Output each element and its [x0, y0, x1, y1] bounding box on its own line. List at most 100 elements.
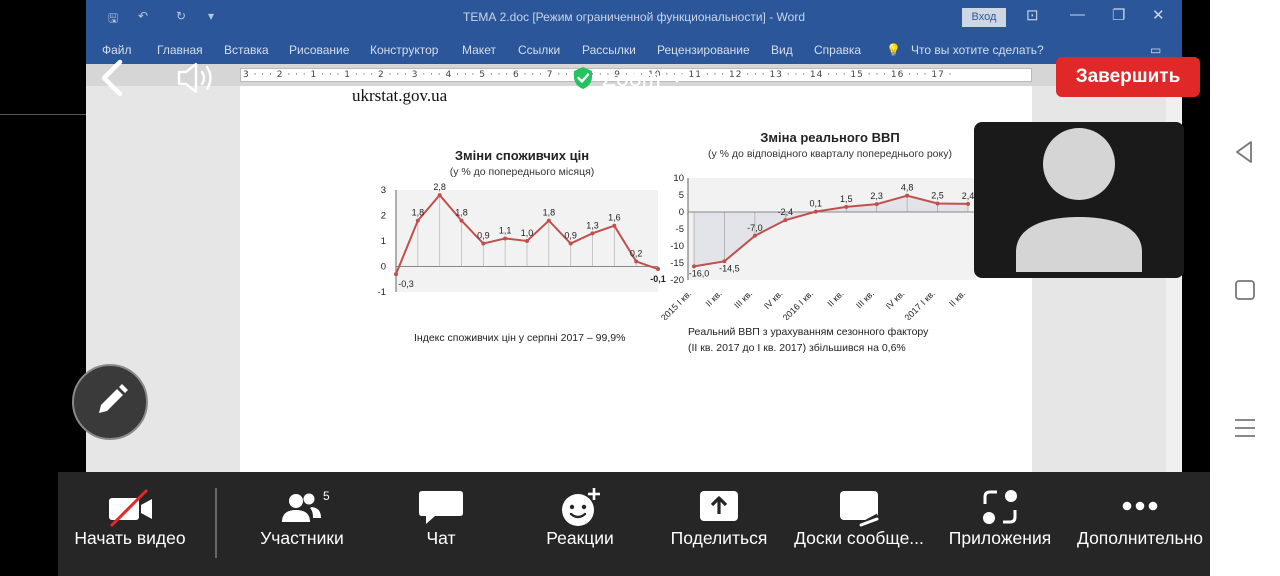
chat-label: Чат [426, 528, 456, 548]
cpi-note: Індекс споживчих цін у серпні 2017 – 99,… [414, 332, 626, 344]
cpi-data-label: 2,8 [433, 182, 446, 192]
gdp-data-label: -16,0 [689, 268, 710, 278]
gdp-x-tick-label: II кв. [947, 288, 967, 308]
meeting-title-menu[interactable]: Zoom [572, 60, 685, 96]
participants-button[interactable]: 5 Участники [232, 472, 372, 576]
gdp-data-label: 2,3 [870, 191, 883, 201]
cpi-point [546, 218, 551, 223]
tab-file[interactable]: Файл [102, 43, 132, 57]
cpi-point [568, 241, 573, 246]
tab-references[interactable]: Ссылки [518, 43, 561, 57]
tab-view[interactable]: Вид [771, 43, 793, 57]
tab-insert[interactable]: Вставка [224, 43, 269, 57]
toolbar-divider [215, 488, 217, 558]
login-button[interactable]: Вход [962, 8, 1006, 27]
gdp-data-label: 2,5 [931, 191, 944, 201]
cpi-data-label: 1,1 [499, 225, 512, 235]
gdp-data-label: 1,5 [840, 194, 853, 204]
comments-icon[interactable]: ▭ [1150, 43, 1162, 57]
nav-back-icon[interactable] [1232, 139, 1258, 165]
customize-quick-access-icon[interactable]: ▾ [208, 9, 215, 23]
gdp-point [966, 201, 970, 206]
cpi-point [437, 193, 442, 198]
annotate-button[interactable] [72, 364, 148, 440]
cpi-point [503, 236, 508, 241]
ribbon-display-icon[interactable]: ⊡ [1026, 7, 1039, 24]
cpi-data-label: 0,9 [477, 231, 490, 241]
whiteboard-icon [840, 491, 880, 527]
tell-me-search[interactable]: Что вы хотите сделать? [911, 43, 1044, 57]
gdp-x-tick-label: IV кв. [762, 288, 785, 311]
tab-home[interactable]: Главная [157, 43, 203, 57]
tab-layout[interactable]: Макет [462, 43, 496, 57]
gdp-y-tick-label: 0 [679, 207, 684, 218]
gdp-chart: 10 5 0 -5 -10 -15 -20 -16,0 -14,5 -7,0 -2,4 0,1 1,5 2… [659, 173, 976, 320]
gdp-data-label: 4,8 [901, 183, 914, 193]
more-label: Дополнительно [1077, 528, 1203, 548]
redo-icon[interactable]: ↻ [176, 9, 187, 23]
cpi-point [415, 218, 420, 223]
tab-mailings[interactable]: Рассылки [582, 43, 636, 57]
gdp-y-tick-label: -20 [670, 275, 684, 286]
gdp-point [752, 233, 757, 238]
gdp-point [905, 193, 910, 198]
chat-icon [419, 491, 463, 524]
cpi-chart-title: Зміни споживчих цін [454, 148, 590, 163]
cpi-data-label: 1,6 [608, 213, 621, 223]
gdp-x-tick-label: 2016 I кв. [781, 288, 815, 320]
nav-home-icon[interactable] [1232, 277, 1258, 303]
save-icon[interactable]: 🖫 [108, 11, 119, 25]
gdp-y-tick-label: 10 [673, 173, 684, 184]
speaker-icon[interactable] [176, 60, 218, 96]
gdp-x-tick-label: 2017 I кв. [902, 288, 936, 320]
start-video-label: Начать видео [74, 528, 186, 548]
apps-button[interactable]: Приложения [934, 472, 1066, 576]
gdp-chart-subtitle: (у % до відповідного кварталу попередньо… [708, 148, 952, 160]
gdp-data-label: 0,1 [810, 199, 823, 209]
cpi-y-tick-label: -1 [378, 287, 386, 298]
tab-draw[interactable]: Рисование [289, 43, 350, 57]
divider [0, 114, 86, 115]
apps-label: Приложения [948, 528, 1052, 548]
participants-count-badge: 5 [323, 489, 330, 503]
self-video-tile[interactable] [974, 122, 1184, 278]
share-button[interactable]: Поделиться [654, 472, 784, 576]
cpi-point [590, 231, 595, 236]
gdp-y-tick-label: -5 [676, 224, 684, 235]
gdp-point [692, 264, 696, 269]
end-meeting-button[interactable]: Завершить [1056, 57, 1200, 97]
gdp-y-tick-label: -10 [670, 241, 684, 252]
close-icon[interactable]: ✕ [1152, 7, 1165, 24]
word-title-bar: 🖫 ↶ ↻ ▾ ТЕМА 2.doc [Режим ограниченной ф… [86, 0, 1182, 36]
tab-help[interactable]: Справка [814, 43, 862, 57]
gdp-x-tick-label: III кв. [732, 288, 754, 310]
more-button[interactable]: Дополнительно [1074, 472, 1206, 576]
whiteboards-button[interactable]: Доски сообще... [794, 472, 924, 576]
whiteboards-label: Доски сообще... [794, 528, 924, 548]
meeting-toolbar: Начать видео 5 Участники Чат [58, 472, 1210, 576]
gdp-point [722, 259, 727, 264]
gdp-point [844, 204, 849, 209]
minimize-icon[interactable]: — [1070, 6, 1085, 23]
encryption-shield-icon [574, 67, 592, 89]
restore-icon[interactable]: ❐ [1112, 7, 1126, 24]
gdp-y-tick-label: 5 [679, 190, 684, 201]
reactions-button[interactable]: Реакции [514, 472, 646, 576]
tab-review[interactable]: Рецензирование [657, 43, 750, 57]
cpi-data-label: 1,3 [586, 220, 599, 230]
cpi-y-tick-label: 3 [381, 185, 386, 196]
chat-button[interactable]: Чат [376, 472, 506, 576]
cpi-point [612, 223, 617, 228]
back-arrow-icon[interactable] [96, 58, 130, 98]
gdp-point [935, 201, 940, 206]
start-video-button[interactable]: Начать видео [58, 472, 202, 576]
cpi-point [525, 239, 529, 243]
gdp-x-tick-label: 2015 I кв. [659, 288, 693, 320]
nav-recents-icon[interactable] [1232, 415, 1258, 441]
cpi-chart-subtitle: (у % до попереднього місяця) [449, 166, 595, 178]
apps-icon [983, 490, 1017, 524]
zoom-title-text: Zoom [602, 64, 661, 91]
undo-icon[interactable]: ↶ [138, 9, 149, 23]
tab-design[interactable]: Конструктор [370, 43, 439, 57]
